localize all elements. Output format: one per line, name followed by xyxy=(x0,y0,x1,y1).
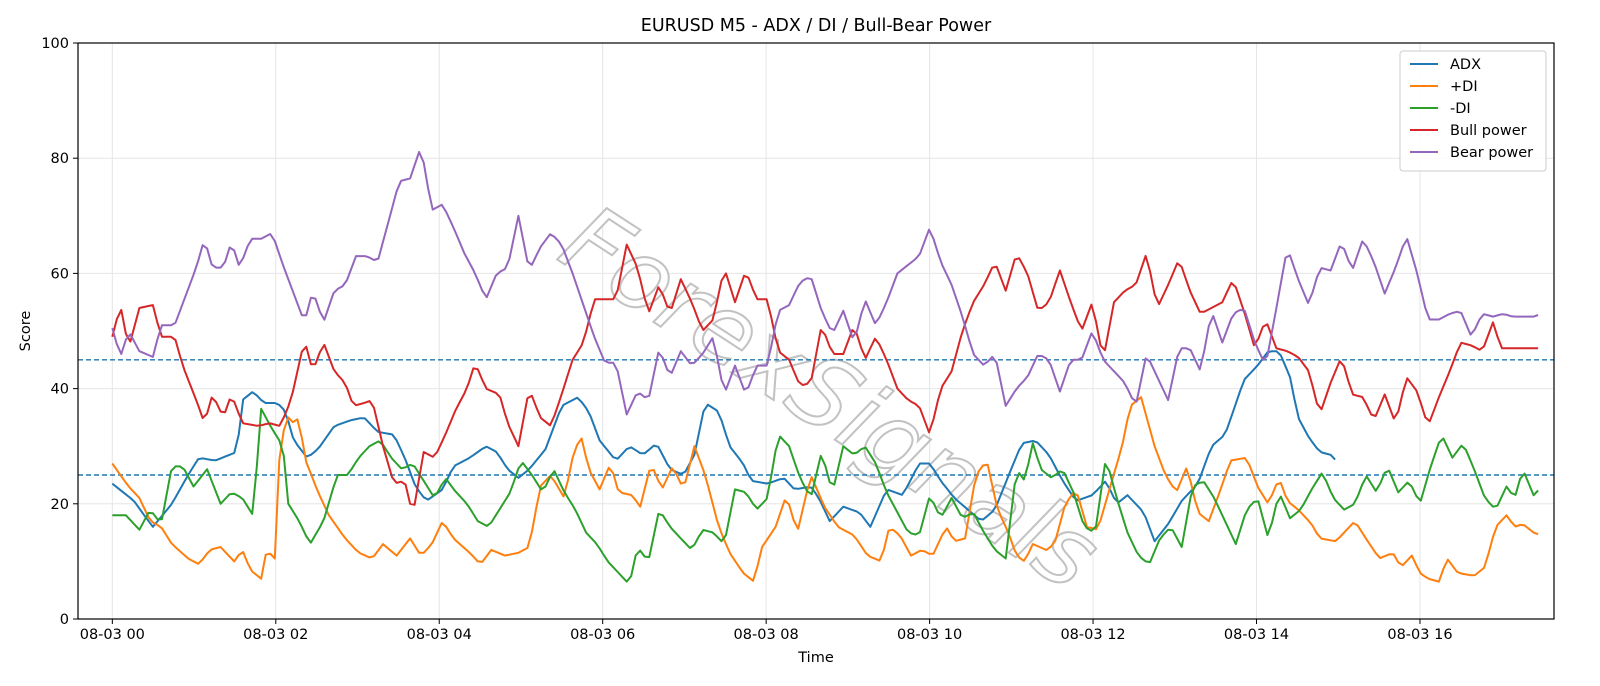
series-line-bear-power xyxy=(111,151,1539,416)
x-tick-label: 08-03 00 xyxy=(80,627,145,643)
legend-label: -DI xyxy=(1450,101,1471,117)
series-line--di xyxy=(111,396,1539,583)
legend-label: ADX xyxy=(1450,57,1481,73)
x-tick-label: 08-03 08 xyxy=(734,627,799,643)
series-line-bull-power xyxy=(111,243,1539,506)
legend-label: Bear power xyxy=(1450,145,1533,161)
y-tick-label: 20 xyxy=(51,497,69,513)
series-lines xyxy=(111,151,1539,583)
x-tick-label: 08-03 06 xyxy=(570,627,635,643)
x-tick-label: 08-03 12 xyxy=(1060,627,1125,643)
legend: ADX +DI -DI Bull power Bear power xyxy=(1399,50,1547,172)
legend-box xyxy=(1399,50,1547,172)
series-line--di xyxy=(112,407,1539,583)
legend-label: +DI xyxy=(1450,79,1478,95)
y-tick-label: 0 xyxy=(60,612,69,628)
y-tick-label: 80 xyxy=(51,151,69,167)
plot-frame xyxy=(77,42,1555,620)
y-tick-label: 100 xyxy=(41,36,69,52)
x-tick-label: 08-03 14 xyxy=(1224,627,1289,643)
x-axis-title: Time xyxy=(797,650,834,666)
y-axis-title: Score xyxy=(18,311,34,352)
x-tick-label: 08-03 10 xyxy=(897,627,962,643)
y-axis: 0 20 40 60 80 100 xyxy=(41,36,78,628)
legend-label: Bull power xyxy=(1450,123,1527,139)
x-tick-label: 08-03 04 xyxy=(407,627,472,643)
x-tick-label: 08-03 02 xyxy=(243,627,308,643)
chart-title: EURUSD M5 - ADX / DI / Bull-Bear Power xyxy=(641,16,992,36)
y-tick-label: 60 xyxy=(51,266,69,282)
series-line-adx xyxy=(111,350,1336,543)
x-tick-label: 08-03 16 xyxy=(1387,627,1452,643)
y-tick-label: 40 xyxy=(51,382,69,398)
